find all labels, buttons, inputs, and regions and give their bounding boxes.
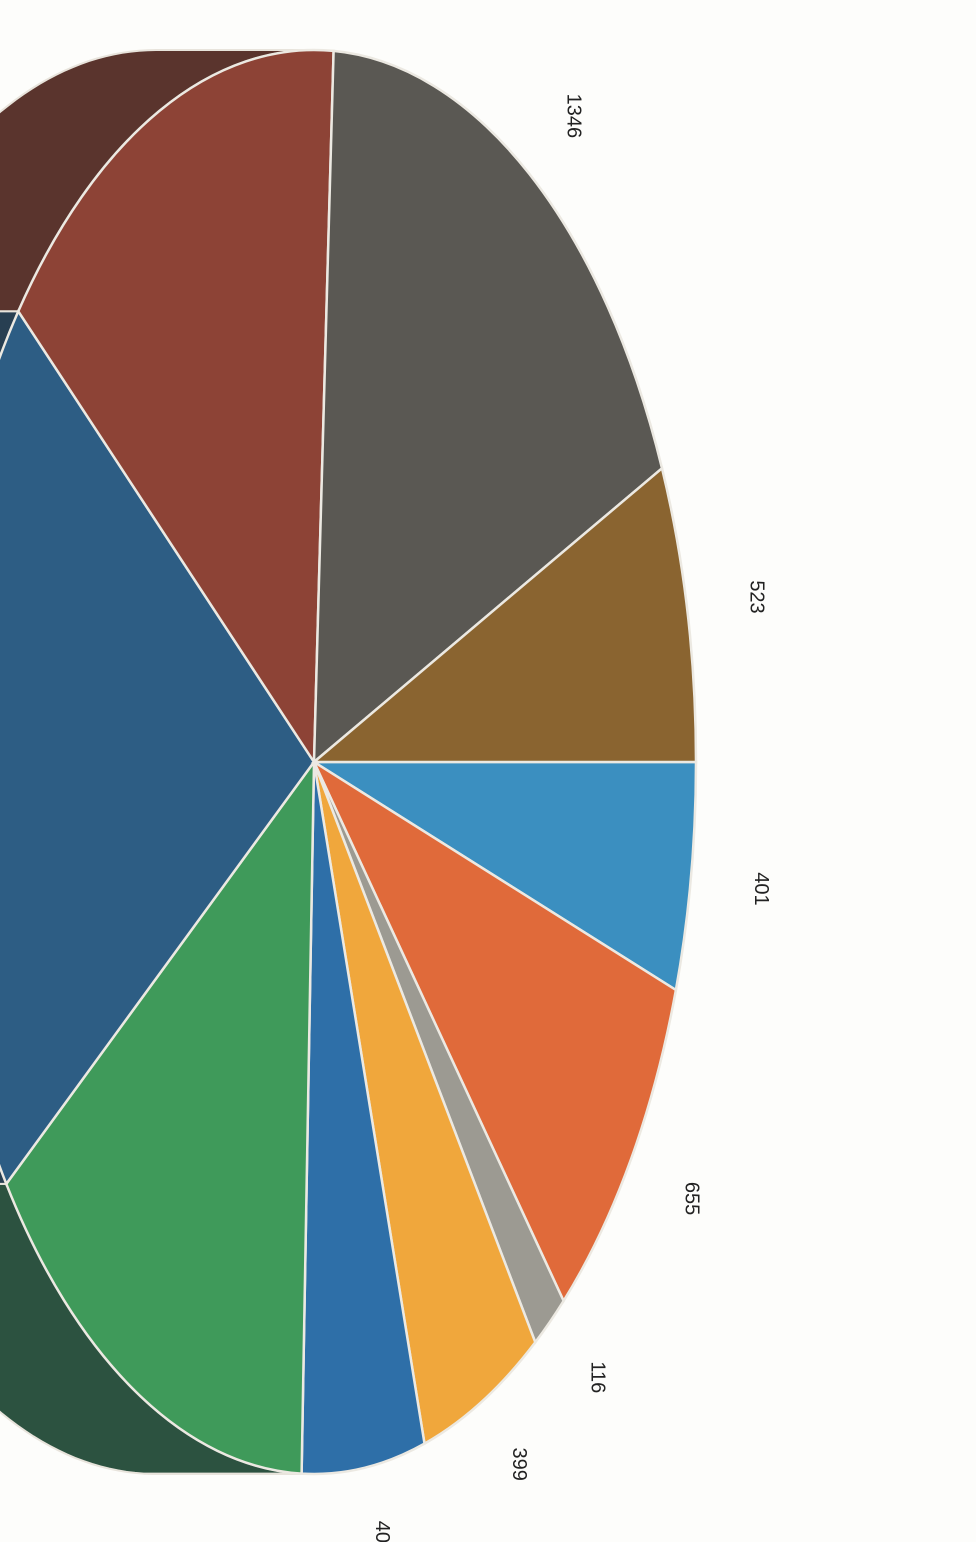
pie-slices	[0, 48, 698, 1476]
pie-slice-2015	[311, 758, 678, 1304]
pie-slice-2018	[300, 761, 426, 1476]
data-label-2018: 401	[371, 1521, 393, 1542]
data-label-2017: 399	[508, 1448, 530, 1481]
pie-slice-2022	[312, 49, 664, 765]
data-labels: 4016551163994011112162311521346523	[371, 94, 772, 1542]
pie-slice-2020	[0, 308, 316, 1187]
data-label-2023: 523	[746, 580, 768, 613]
data-label-2022: 1346	[563, 94, 585, 139]
data-label-2015: 655	[680, 1182, 702, 1215]
pie-slice-2014	[309, 760, 698, 993]
pie-slice-2021	[16, 48, 335, 767]
data-label-2014: 401	[750, 872, 772, 905]
pie-slice-2019	[4, 758, 316, 1475]
pie-slice-2017	[312, 761, 537, 1446]
data-label-2016: 116	[587, 1361, 609, 1393]
pie-slice-2023	[310, 466, 698, 764]
